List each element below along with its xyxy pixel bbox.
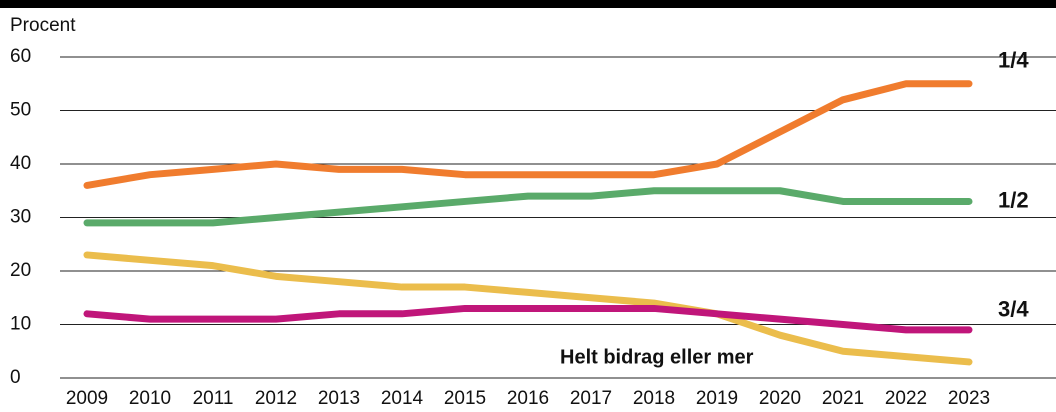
x-tick-label: 2019: [696, 388, 738, 409]
x-tick-label: 2014: [381, 388, 424, 409]
y-axis-label: Procent: [10, 15, 76, 36]
x-tick-label: 2022: [885, 388, 927, 409]
x-tick-label: 2013: [318, 388, 360, 409]
x-tick-label: 2015: [444, 388, 486, 409]
x-tick-label: 2020: [759, 388, 801, 409]
series-label: 3/4: [998, 297, 1029, 322]
line: [83, 251, 973, 366]
x-tick-label: 2017: [570, 388, 612, 409]
y-tick-label: 50: [10, 100, 31, 121]
line: [83, 187, 973, 227]
x-tick-label: 2012: [255, 388, 297, 409]
x-tick-label: 2021: [822, 388, 864, 409]
series-label: 1/4: [998, 48, 1029, 73]
y-tick-label: 20: [10, 260, 31, 281]
x-tick-label: 2018: [633, 388, 675, 409]
x-tick-label: 2009: [66, 388, 108, 409]
top-bar: [0, 0, 1056, 8]
y-tick-label: 10: [10, 314, 31, 335]
x-tick-label: 2010: [129, 388, 171, 409]
x-tick-label: 2016: [507, 388, 549, 409]
x-tick-label: 2011: [193, 388, 234, 409]
y-tick-label: 30: [10, 207, 31, 228]
y-tick-label: 60: [10, 46, 31, 67]
series-label: Helt bidrag eller mer: [560, 346, 754, 368]
x-tick-label: 2023: [948, 388, 990, 409]
line: [83, 80, 973, 189]
y-tick-label: 0: [10, 367, 21, 388]
y-tick-label: 40: [10, 153, 31, 174]
line: [83, 304, 973, 334]
series-label: 1/2: [998, 187, 1029, 212]
